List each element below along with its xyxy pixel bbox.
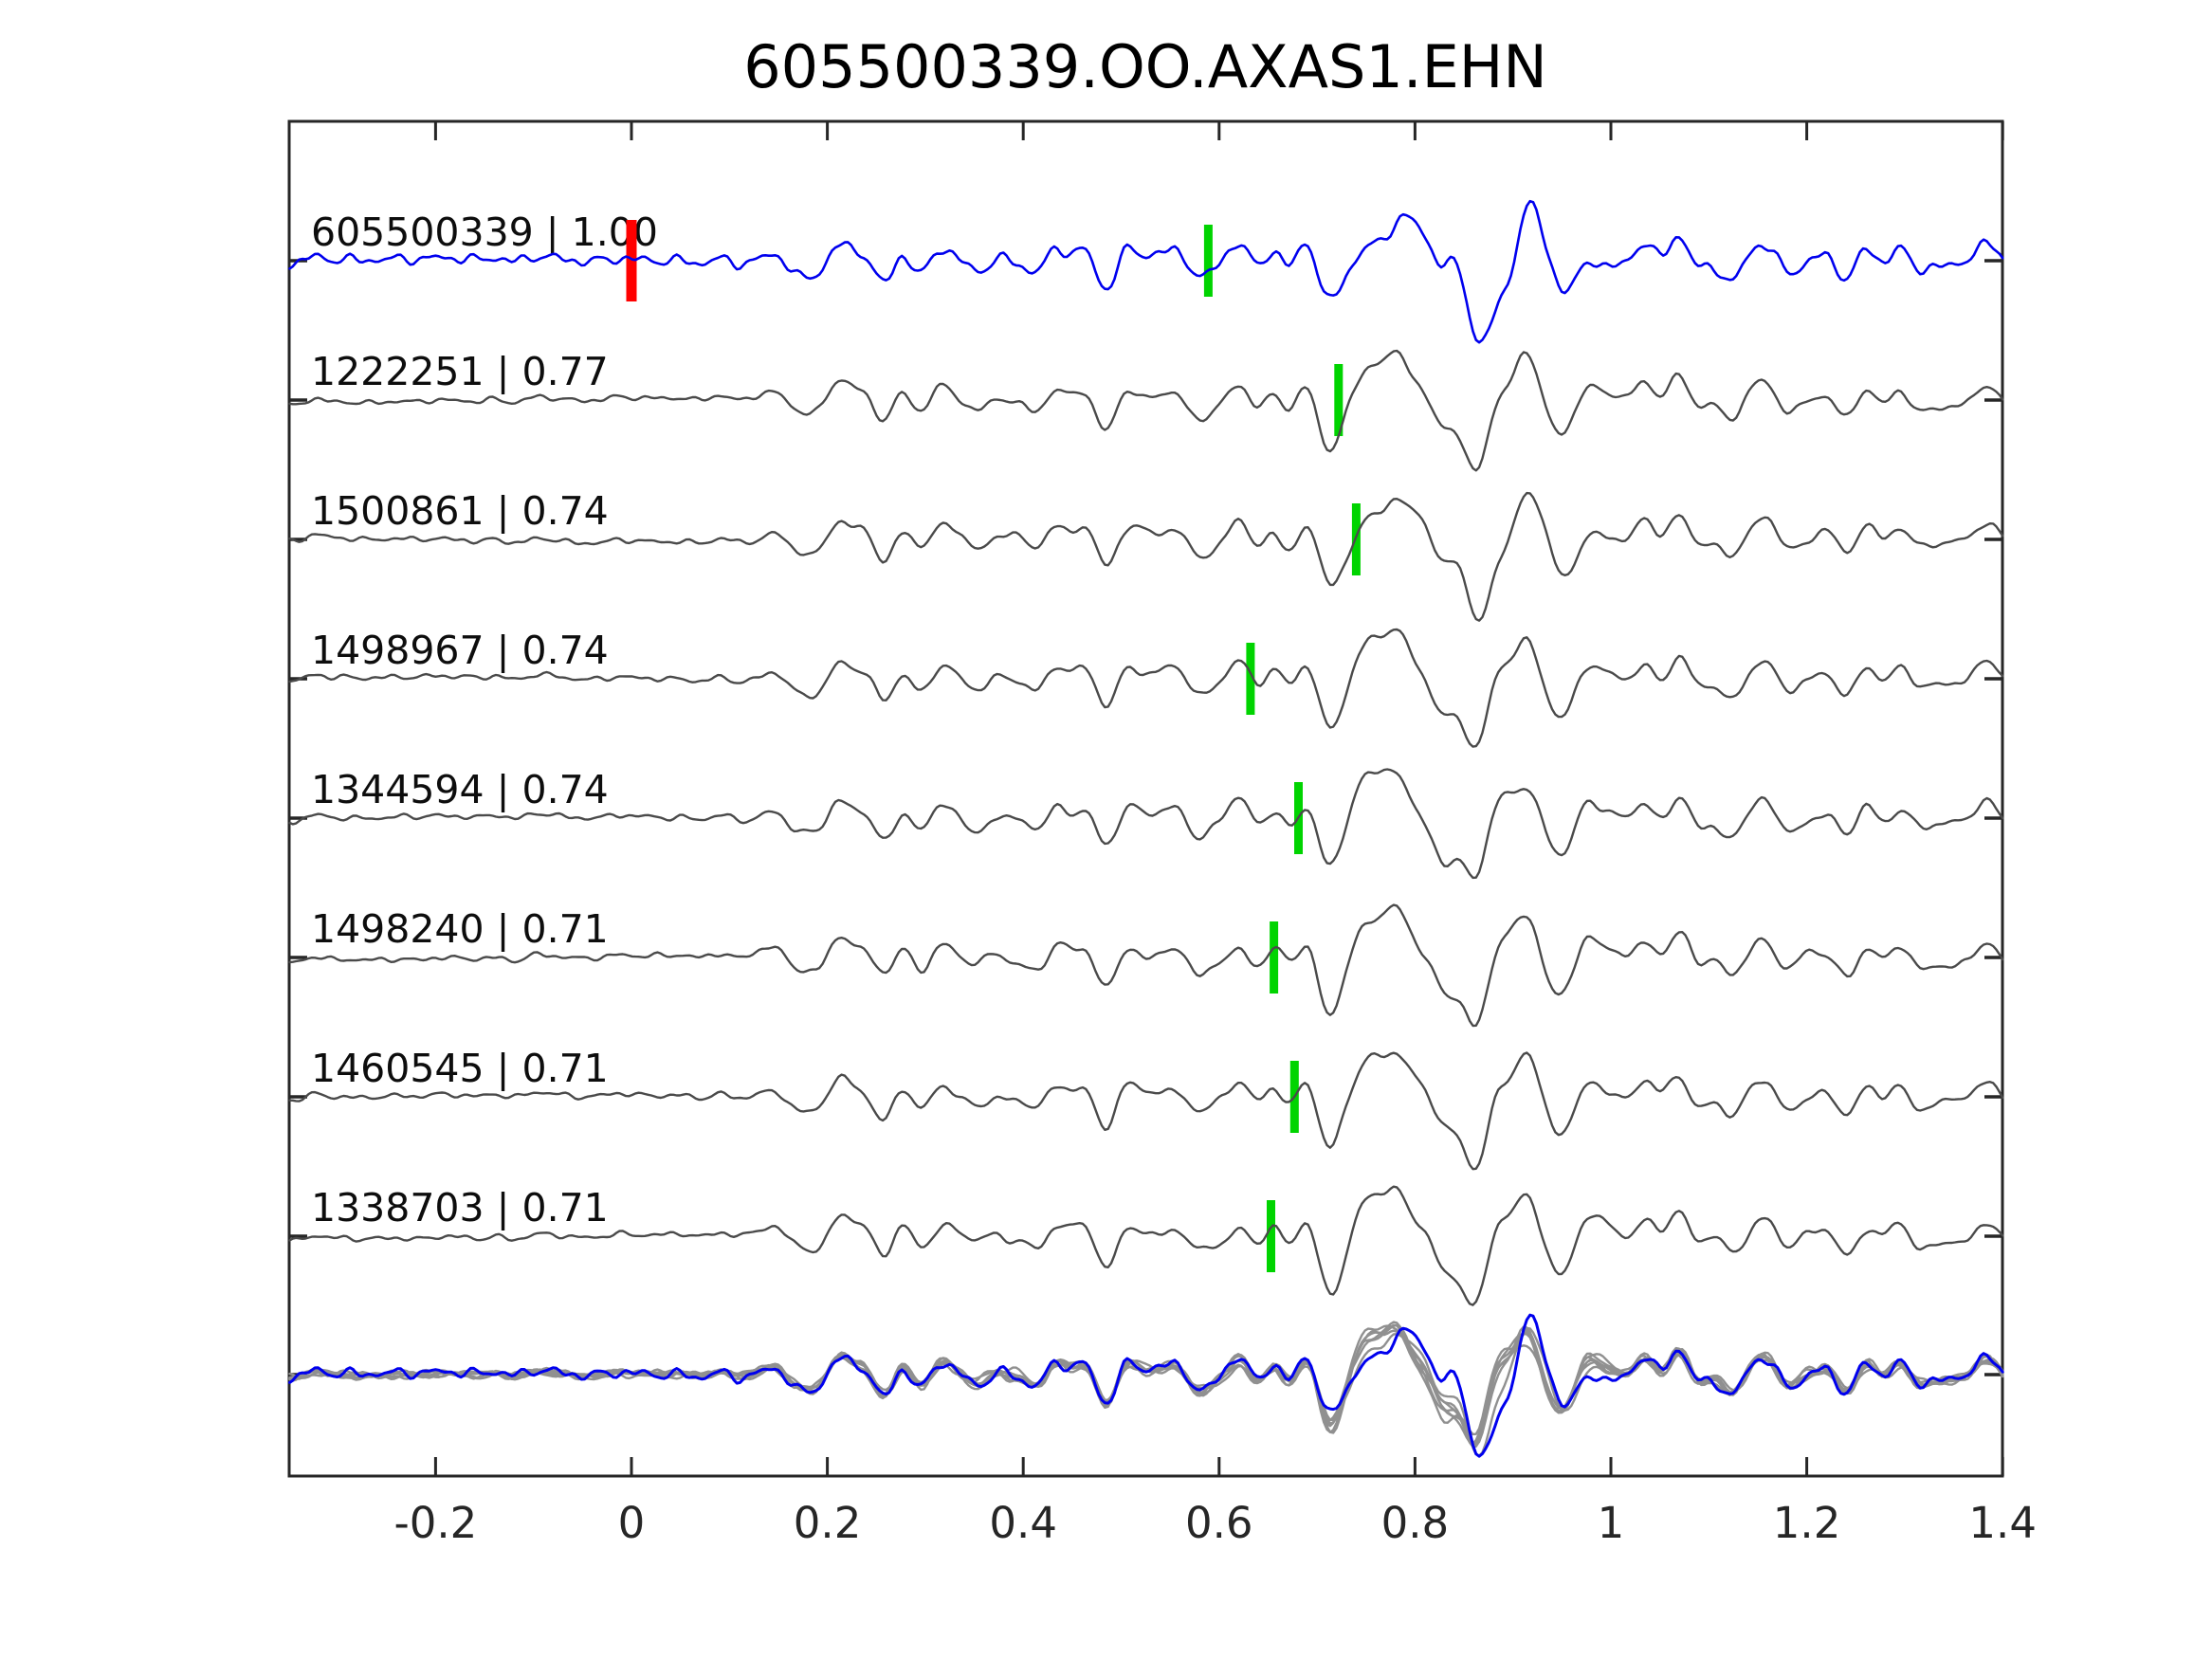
trace-label-605500339: 605500339 | 1.00 — [311, 210, 658, 255]
x-tick-label: 0.8 — [1381, 1498, 1450, 1548]
trace-line-605500339 — [288, 199, 2004, 344]
trace-label-1498240: 1498240 | 0.71 — [311, 906, 609, 952]
overlay-gray-line-1498967 — [288, 1323, 2004, 1444]
overlay-gray-line-1498240 — [288, 1321, 2004, 1445]
x-tick-label: 0.4 — [989, 1498, 1057, 1548]
x-tick-label: 0 — [618, 1498, 646, 1548]
plot-border — [287, 119, 2004, 1478]
trace-line-1338703 — [288, 1185, 2004, 1306]
x-tick-label: 1 — [1598, 1498, 1625, 1548]
trace-label-1500861: 1500861 | 0.74 — [311, 488, 609, 534]
figure-title: 605500339.OO.AXAS1.EHN — [743, 32, 1547, 101]
template-zero-marker — [626, 220, 637, 301]
overlay-blue-line-605500339 — [288, 1313, 2004, 1458]
x-tick-label: 0.2 — [794, 1498, 862, 1548]
trace-lines — [288, 199, 2004, 1458]
x-tick-label: 1.2 — [1773, 1498, 1841, 1548]
overlay-gray-line-1338703 — [288, 1323, 2004, 1445]
pick-marker-1498967 — [1246, 643, 1255, 715]
pick-marker-605500339 — [1203, 225, 1213, 297]
axis-tick-labels: -0.2 0 0.2 0.4 0.6 0.8 1 1.2 1.4 — [393, 1498, 2036, 1548]
pick-marker-1498240 — [1270, 921, 1279, 994]
axes-frame — [287, 119, 2004, 1478]
trace-label-1460545: 1460545 | 0.71 — [311, 1046, 609, 1091]
trace-label-1344594: 1344594 | 0.74 — [311, 767, 609, 812]
trace-line-1344594 — [288, 768, 2004, 880]
overlay-gray-line-1222251 — [288, 1323, 2004, 1447]
pick-markers — [626, 220, 1361, 1272]
trace-line-1498967 — [288, 628, 2004, 748]
trace-line-1460545 — [288, 1051, 2004, 1171]
trace-label-1338703: 1338703 | 0.71 — [311, 1185, 609, 1231]
x-tick-label: -0.2 — [393, 1498, 477, 1548]
trace-line-1500861 — [288, 491, 2004, 622]
pick-marker-1338703 — [1267, 1200, 1275, 1272]
overlay-gray-line-1500861 — [288, 1326, 2004, 1457]
trace-line-1498240 — [288, 903, 2004, 1028]
trace-labels: 605500339 | 1.00 1222251 | 0.77 1500861 | … — [311, 210, 658, 1231]
trace-line-1222251 — [288, 349, 2004, 472]
x-tick-label: 1.4 — [1968, 1498, 2037, 1548]
axis-ticks — [289, 121, 2004, 1476]
pick-marker-1222251 — [1334, 364, 1344, 436]
trace-label-1222251: 1222251 | 0.77 — [311, 349, 609, 394]
trace-label-1498967: 1498967 | 0.74 — [311, 628, 609, 673]
x-tick-label: 0.6 — [1185, 1498, 1253, 1548]
overlay-gray-line-1460545 — [288, 1329, 2004, 1449]
